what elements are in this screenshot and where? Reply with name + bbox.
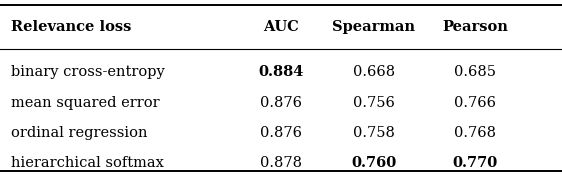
Text: 0.760: 0.760 xyxy=(351,156,396,170)
Text: hierarchical softmax: hierarchical softmax xyxy=(11,156,164,170)
Text: ordinal regression: ordinal regression xyxy=(11,126,148,140)
Text: 0.884: 0.884 xyxy=(259,65,303,79)
Text: Relevance loss: Relevance loss xyxy=(11,20,132,34)
Text: 0.758: 0.758 xyxy=(353,126,395,140)
Text: 0.756: 0.756 xyxy=(353,96,395,110)
Text: 0.878: 0.878 xyxy=(260,156,302,170)
Text: 0.668: 0.668 xyxy=(353,65,395,79)
Text: mean squared error: mean squared error xyxy=(11,96,160,110)
Text: Pearson: Pearson xyxy=(442,20,508,34)
Text: Spearman: Spearman xyxy=(332,20,415,34)
Text: 0.770: 0.770 xyxy=(452,156,497,170)
Text: 0.876: 0.876 xyxy=(260,96,302,110)
Text: AUC: AUC xyxy=(263,20,299,34)
Text: binary cross-entropy: binary cross-entropy xyxy=(11,65,165,79)
Text: 0.876: 0.876 xyxy=(260,126,302,140)
Text: 0.768: 0.768 xyxy=(454,126,496,140)
Text: 0.766: 0.766 xyxy=(454,96,496,110)
Text: 0.685: 0.685 xyxy=(454,65,496,79)
